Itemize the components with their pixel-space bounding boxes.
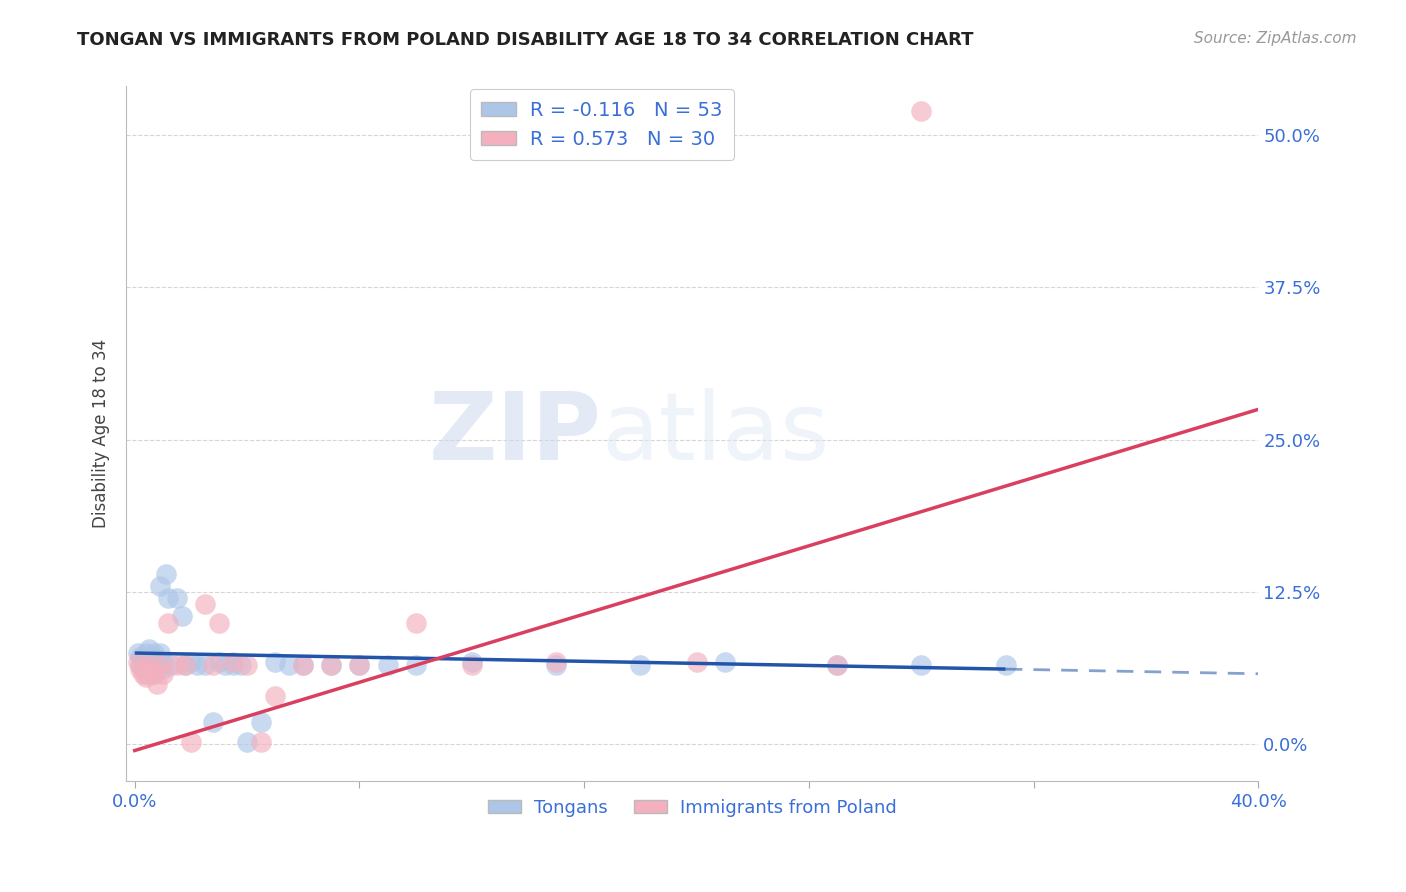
Point <box>194 597 217 611</box>
Y-axis label: Disability Age 18 to 34: Disability Age 18 to 34 <box>93 339 110 528</box>
Point <box>377 658 399 673</box>
Point <box>127 655 149 669</box>
Point <box>149 646 172 660</box>
Point <box>143 655 166 669</box>
Point <box>713 655 735 669</box>
Point <box>146 652 169 666</box>
Point <box>155 566 177 581</box>
Point <box>321 658 343 673</box>
Point <box>236 658 259 673</box>
Point <box>127 646 149 660</box>
Point <box>132 662 155 676</box>
Point <box>825 658 848 673</box>
Point <box>174 658 197 673</box>
Text: Source: ZipAtlas.com: Source: ZipAtlas.com <box>1194 31 1357 46</box>
Point <box>160 658 183 673</box>
Point <box>685 655 707 669</box>
Point <box>202 715 225 730</box>
Point <box>194 658 217 673</box>
Point <box>132 666 155 681</box>
Point <box>461 658 484 673</box>
Point <box>236 735 259 749</box>
Point <box>149 579 172 593</box>
Point <box>135 670 157 684</box>
Point <box>138 665 160 679</box>
Point <box>292 658 315 673</box>
Point <box>214 658 236 673</box>
Point <box>166 658 188 673</box>
Point <box>628 658 651 673</box>
Point <box>141 649 163 664</box>
Legend: Tongans, Immigrants from Poland: Tongans, Immigrants from Poland <box>481 791 904 824</box>
Point <box>250 715 273 730</box>
Point <box>546 655 568 669</box>
Point <box>292 658 315 673</box>
Point <box>349 658 371 673</box>
Point <box>264 689 287 703</box>
Point <box>166 591 188 606</box>
Point <box>321 658 343 673</box>
Point <box>129 662 152 676</box>
Point <box>129 649 152 664</box>
Point <box>152 666 174 681</box>
Point <box>141 655 163 669</box>
Point <box>910 658 932 673</box>
Point <box>141 662 163 676</box>
Point <box>132 655 155 669</box>
Point <box>278 658 301 673</box>
Point <box>146 676 169 690</box>
Point <box>208 655 231 669</box>
Point <box>152 655 174 669</box>
Point <box>910 103 932 118</box>
Point <box>138 658 160 673</box>
Point <box>135 666 157 681</box>
Point <box>143 666 166 681</box>
Point <box>180 735 202 749</box>
Point <box>250 735 273 749</box>
Point <box>157 615 180 630</box>
Text: atlas: atlas <box>602 388 830 480</box>
Point <box>132 652 155 666</box>
Point <box>135 646 157 660</box>
Point <box>138 658 160 673</box>
Point <box>157 591 180 606</box>
Point <box>405 658 427 673</box>
Point <box>172 609 194 624</box>
Point <box>231 658 253 673</box>
Point <box>146 658 169 673</box>
Point <box>186 658 208 673</box>
Point <box>141 665 163 679</box>
Point <box>994 658 1017 673</box>
Text: ZIP: ZIP <box>429 388 602 480</box>
Point <box>405 615 427 630</box>
Point <box>129 658 152 673</box>
Point <box>222 658 245 673</box>
Point <box>174 658 197 673</box>
Point <box>825 658 848 673</box>
Point <box>143 666 166 681</box>
Point <box>264 655 287 669</box>
Point <box>138 642 160 657</box>
Point <box>349 658 371 673</box>
Point <box>546 658 568 673</box>
Point <box>180 655 202 669</box>
Point <box>152 662 174 676</box>
Point <box>149 658 172 673</box>
Point <box>208 615 231 630</box>
Text: TONGAN VS IMMIGRANTS FROM POLAND DISABILITY AGE 18 TO 34 CORRELATION CHART: TONGAN VS IMMIGRANTS FROM POLAND DISABIL… <box>77 31 974 49</box>
Point <box>461 655 484 669</box>
Point <box>222 655 245 669</box>
Point <box>202 658 225 673</box>
Point <box>143 646 166 660</box>
